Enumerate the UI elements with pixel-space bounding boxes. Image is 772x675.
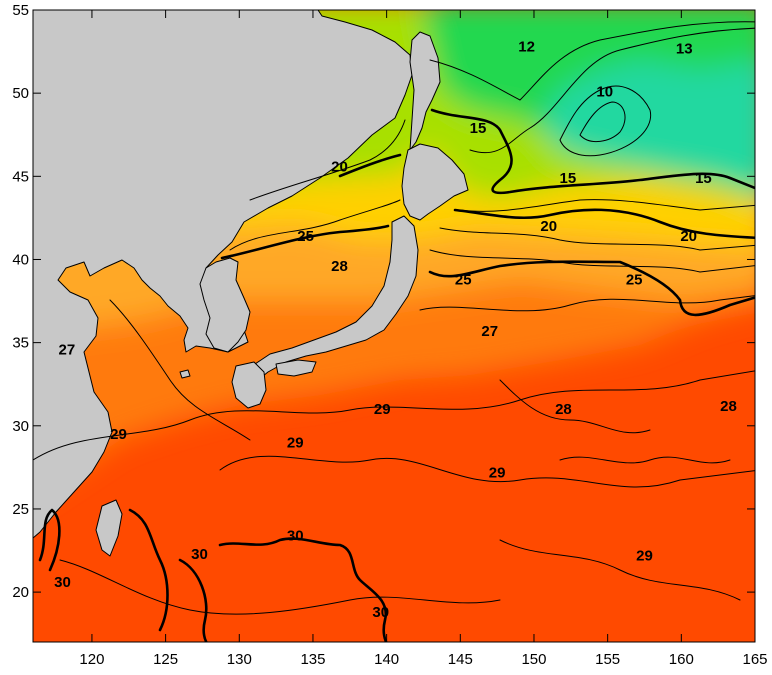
y-tick-label: 35 <box>12 335 29 352</box>
contour-label: 29 <box>636 548 653 565</box>
axis-ticks <box>33 9 756 642</box>
x-axis-tick-labels: 120 125 130 135 140 145 150 155 160 165 <box>79 651 767 668</box>
contour-line-30-a <box>38 508 61 572</box>
contour-label: 10 <box>596 83 613 100</box>
contour-label: 30 <box>191 546 208 563</box>
contour-label: 27 <box>481 323 498 340</box>
land-hokkaido <box>401 143 469 221</box>
contour-label: 25 <box>297 228 314 245</box>
x-tick-label: 130 <box>227 651 252 668</box>
contour-line-thin <box>249 119 406 201</box>
contour-thin-lines <box>33 21 755 615</box>
contour-line-thin <box>229 199 401 251</box>
x-tick-label: 155 <box>595 651 620 668</box>
contour-label: 29 <box>374 401 391 418</box>
y-tick-label: 25 <box>12 501 29 518</box>
y-tick-label: 40 <box>12 251 29 268</box>
contour-label: 20 <box>540 218 557 235</box>
contour-line-thin <box>59 559 501 615</box>
contour-line-thin <box>499 379 651 434</box>
contour-label: 20 <box>680 228 697 245</box>
y-tick-label: 55 <box>12 2 29 19</box>
land-honshu <box>247 215 419 381</box>
contour-label: 30 <box>372 604 389 621</box>
land-korean-peninsula <box>199 257 251 353</box>
contour-label: 25 <box>455 271 472 288</box>
x-tick-label: 160 <box>669 651 694 668</box>
contour-line-30-c <box>218 537 388 642</box>
contour-line-thin <box>33 370 755 461</box>
contour-value-labels: 12 13 10 15 15 15 20 20 20 25 25 25 28 27 27 28 29 29 28 29… <box>54 39 737 621</box>
contour-label: 15 <box>695 170 712 187</box>
contour-line-thin <box>459 199 755 212</box>
contour-line-30-b <box>128 508 208 642</box>
contour-line-15 <box>430 108 755 195</box>
contour-label: 30 <box>287 528 304 545</box>
contour-label: 15 <box>470 120 487 137</box>
contour-label: 30 <box>54 574 71 591</box>
x-tick-label: 120 <box>79 651 104 668</box>
contour-label: 20 <box>331 158 348 175</box>
contour-label: 27 <box>59 341 76 358</box>
land-sakhalin <box>409 31 441 151</box>
contour-label: 15 <box>560 170 577 187</box>
y-tick-label: 50 <box>12 85 29 102</box>
contour-label: 29 <box>489 464 506 481</box>
contour-line-thin <box>439 227 755 251</box>
contour-label: 13 <box>676 40 693 57</box>
y-tick-label: 20 <box>12 584 29 601</box>
land-cheju-island <box>179 369 191 379</box>
contour-line-thin <box>219 455 755 488</box>
x-tick-label: 150 <box>521 651 546 668</box>
contour-line-thin <box>419 295 755 312</box>
contour-line-thin <box>579 101 626 143</box>
contour-label: 28 <box>555 401 572 418</box>
y-tick-label: 45 <box>12 168 29 185</box>
plot-frame <box>32 9 756 643</box>
contour-label: 12 <box>518 39 535 56</box>
contour-line-25 <box>220 224 755 317</box>
land-kyushu <box>231 361 267 409</box>
x-tick-label: 165 <box>742 651 767 668</box>
contour-line-thin <box>469 27 755 154</box>
contour-line-thin <box>559 85 652 157</box>
contour-thick-lines <box>38 108 755 642</box>
land-asian-continent <box>33 10 413 539</box>
contour-label: 29 <box>287 434 304 451</box>
contour-label: 29 <box>110 426 127 443</box>
contour-line-20 <box>338 153 755 240</box>
x-tick-label: 135 <box>300 651 325 668</box>
contour-line-thin <box>429 21 755 101</box>
contour-line-thin <box>109 299 251 441</box>
land-shikoku <box>275 359 317 377</box>
x-tick-label: 140 <box>374 651 399 668</box>
contour-label: 25 <box>626 271 643 288</box>
contour-label: 28 <box>331 258 348 275</box>
y-tick-label: 30 <box>12 418 29 435</box>
land-taiwan <box>95 499 123 557</box>
land-masses <box>33 10 469 557</box>
x-tick-label: 125 <box>153 651 178 668</box>
y-axis-tick-labels: 55 50 45 40 35 30 25 20 <box>12 2 29 601</box>
x-tick-label: 145 <box>448 651 473 668</box>
contour-lines <box>33 21 755 642</box>
contour-line-thin <box>559 456 731 464</box>
contour-label: 28 <box>720 398 737 415</box>
contour-line-thin <box>499 539 741 601</box>
